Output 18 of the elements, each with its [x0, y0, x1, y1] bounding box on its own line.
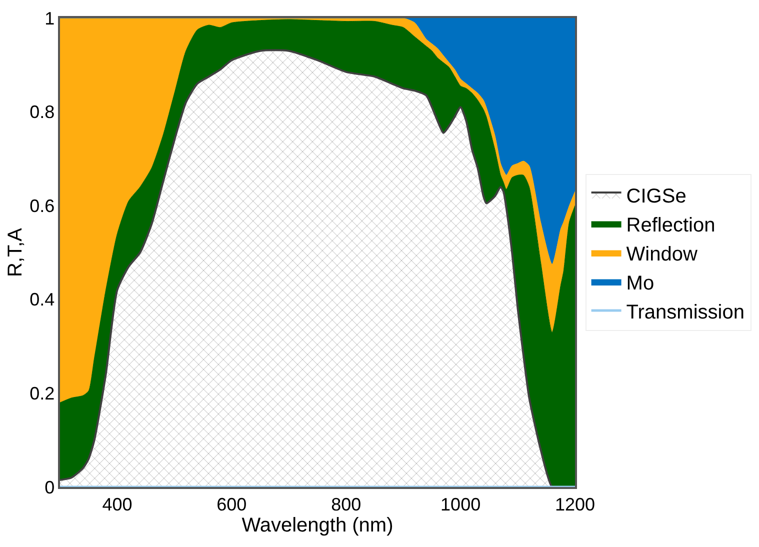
legend-label: CIGSe [626, 185, 686, 208]
x-tick-label: 1200 [554, 494, 596, 514]
y-tick-label: 0.6 [30, 196, 55, 216]
legend-label: Transmission [626, 301, 744, 324]
y-tick-label: 0.8 [30, 102, 55, 122]
legend-label: Window [626, 243, 698, 266]
legend-label: Mo [626, 272, 654, 294]
legend-label: Reflection [626, 214, 716, 236]
x-tick-label: 400 [102, 494, 132, 514]
x-tick-label: 600 [216, 494, 247, 514]
y-tick-label: 0.4 [30, 290, 55, 310]
y-tick-label: 0.2 [30, 384, 55, 404]
x-tick-label: 1000 [440, 494, 481, 514]
y-axis-title: R,T,A [4, 227, 27, 277]
y-tick-label: 0 [44, 477, 55, 498]
x-tick-label: 800 [331, 494, 362, 514]
y-tick-label: 1 [44, 8, 55, 28]
x-axis-title: Wavelength (nm) [242, 514, 394, 536]
